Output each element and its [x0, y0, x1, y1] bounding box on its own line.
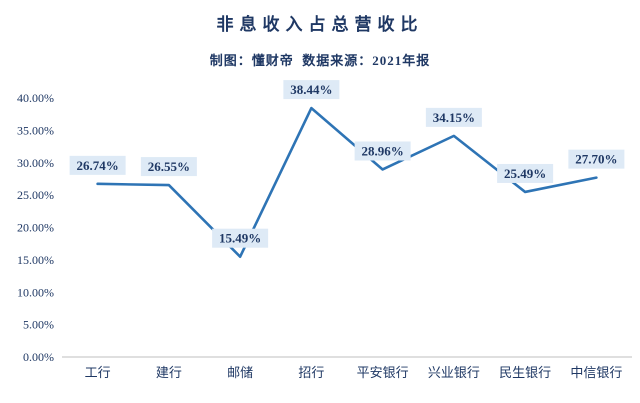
- data-label: 26.74%: [77, 158, 119, 173]
- data-label-bg: [283, 80, 340, 100]
- data-label: 26.55%: [148, 159, 190, 174]
- y-axis-tick-label: 30.00%: [17, 156, 54, 170]
- y-axis-tick-label: 35.00%: [17, 123, 54, 137]
- data-label-bg: [212, 228, 269, 248]
- chart-subtitle: 制图：懂财帝 数据来源：2021年报: [209, 53, 431, 68]
- chart-title: 非息收入占总营收比: [216, 15, 424, 34]
- data-label: 28.96%: [362, 143, 404, 158]
- data-label-bg: [140, 157, 197, 177]
- x-axis-category-label: 中信银行: [570, 365, 622, 380]
- y-axis-tick-label: 20.00%: [17, 221, 54, 235]
- y-axis-tick-label: 25.00%: [17, 188, 54, 202]
- y-axis-tick-label: 40.00%: [17, 91, 54, 105]
- x-axis-category-label: 邮储: [227, 365, 253, 380]
- data-label-bg: [568, 149, 625, 169]
- x-axis-category-label: 招行: [298, 365, 324, 380]
- y-axis-tick-label: 5.00%: [23, 318, 54, 332]
- data-label-bg: [354, 141, 411, 161]
- x-axis-category-label: 平安银行: [357, 365, 409, 380]
- x-axis-category-label: 兴业银行: [428, 365, 480, 380]
- y-axis-tick-label: 0.00%: [23, 350, 54, 364]
- x-axis-category-label: 建行: [156, 365, 182, 380]
- data-label-bg: [69, 155, 126, 175]
- y-axis-tick-label: 15.00%: [17, 253, 54, 267]
- x-axis-category-label: 工行: [85, 365, 111, 380]
- data-label: 25.49%: [504, 166, 546, 181]
- y-axis-tick-label: 10.00%: [17, 285, 54, 299]
- x-axis-category-label: 民生银行: [499, 365, 551, 380]
- data-label: 27.70%: [575, 152, 617, 167]
- data-label: 15.49%: [219, 231, 261, 246]
- data-label: 34.15%: [433, 110, 475, 125]
- data-label-bg: [497, 163, 554, 183]
- data-label-bg: [425, 107, 482, 127]
- data-label: 38.44%: [290, 82, 332, 97]
